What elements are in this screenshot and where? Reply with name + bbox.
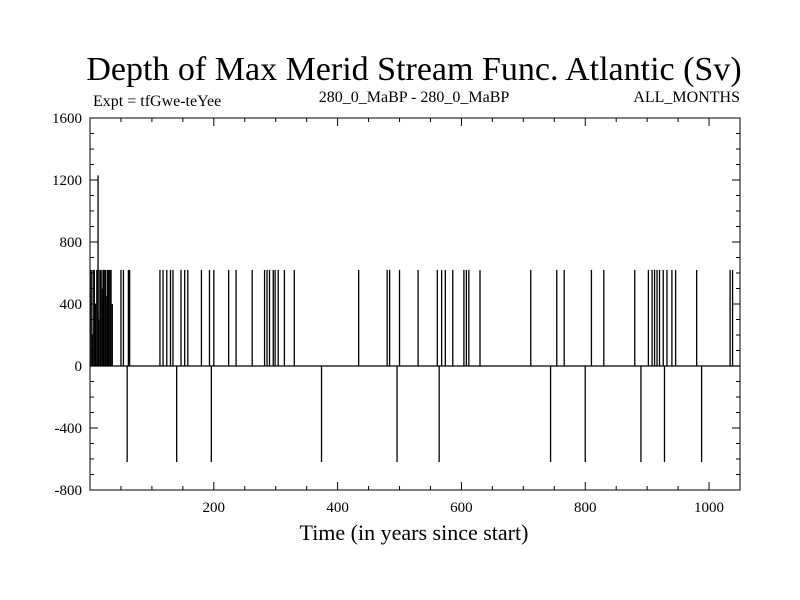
x-tick-label: 1000 (694, 500, 724, 516)
x-axis-label: Time (in years since start) (300, 520, 529, 545)
x-tick-label: 600 (450, 500, 473, 516)
plot-area: -800 -400 0 400 800 1200 1600 200 400 600 800 1000 (52, 111, 741, 516)
y-tick-label: -400 (55, 421, 83, 437)
axis-ticks (90, 117, 741, 491)
axis-tick-labels: -800 -400 0 400 800 1200 1600 200 400 600 800 1000 (52, 111, 724, 516)
x-tick-label: 400 (326, 500, 349, 516)
y-tick-label: 400 (60, 297, 83, 313)
chart-subtitle-center: 280_0_MaBP - 280_0_MaBP (319, 89, 510, 106)
y-tick-label: 0 (75, 359, 83, 375)
chart-subtitle-right: ALL_MONTHS (633, 89, 740, 106)
y-tick-label: 800 (60, 235, 83, 251)
chart-subtitle-left: Expt = tfGwe-teYee (93, 93, 221, 110)
chart-title: Depth of Max Merid Stream Func. Atlantic… (86, 51, 741, 88)
y-tick-label: -800 (55, 483, 83, 499)
y-tick-label: 1600 (52, 111, 82, 127)
data-series (90, 175, 734, 463)
x-tick-label: 200 (203, 500, 226, 516)
y-tick-label: 1200 (52, 173, 82, 189)
x-tick-label: 800 (574, 500, 597, 516)
